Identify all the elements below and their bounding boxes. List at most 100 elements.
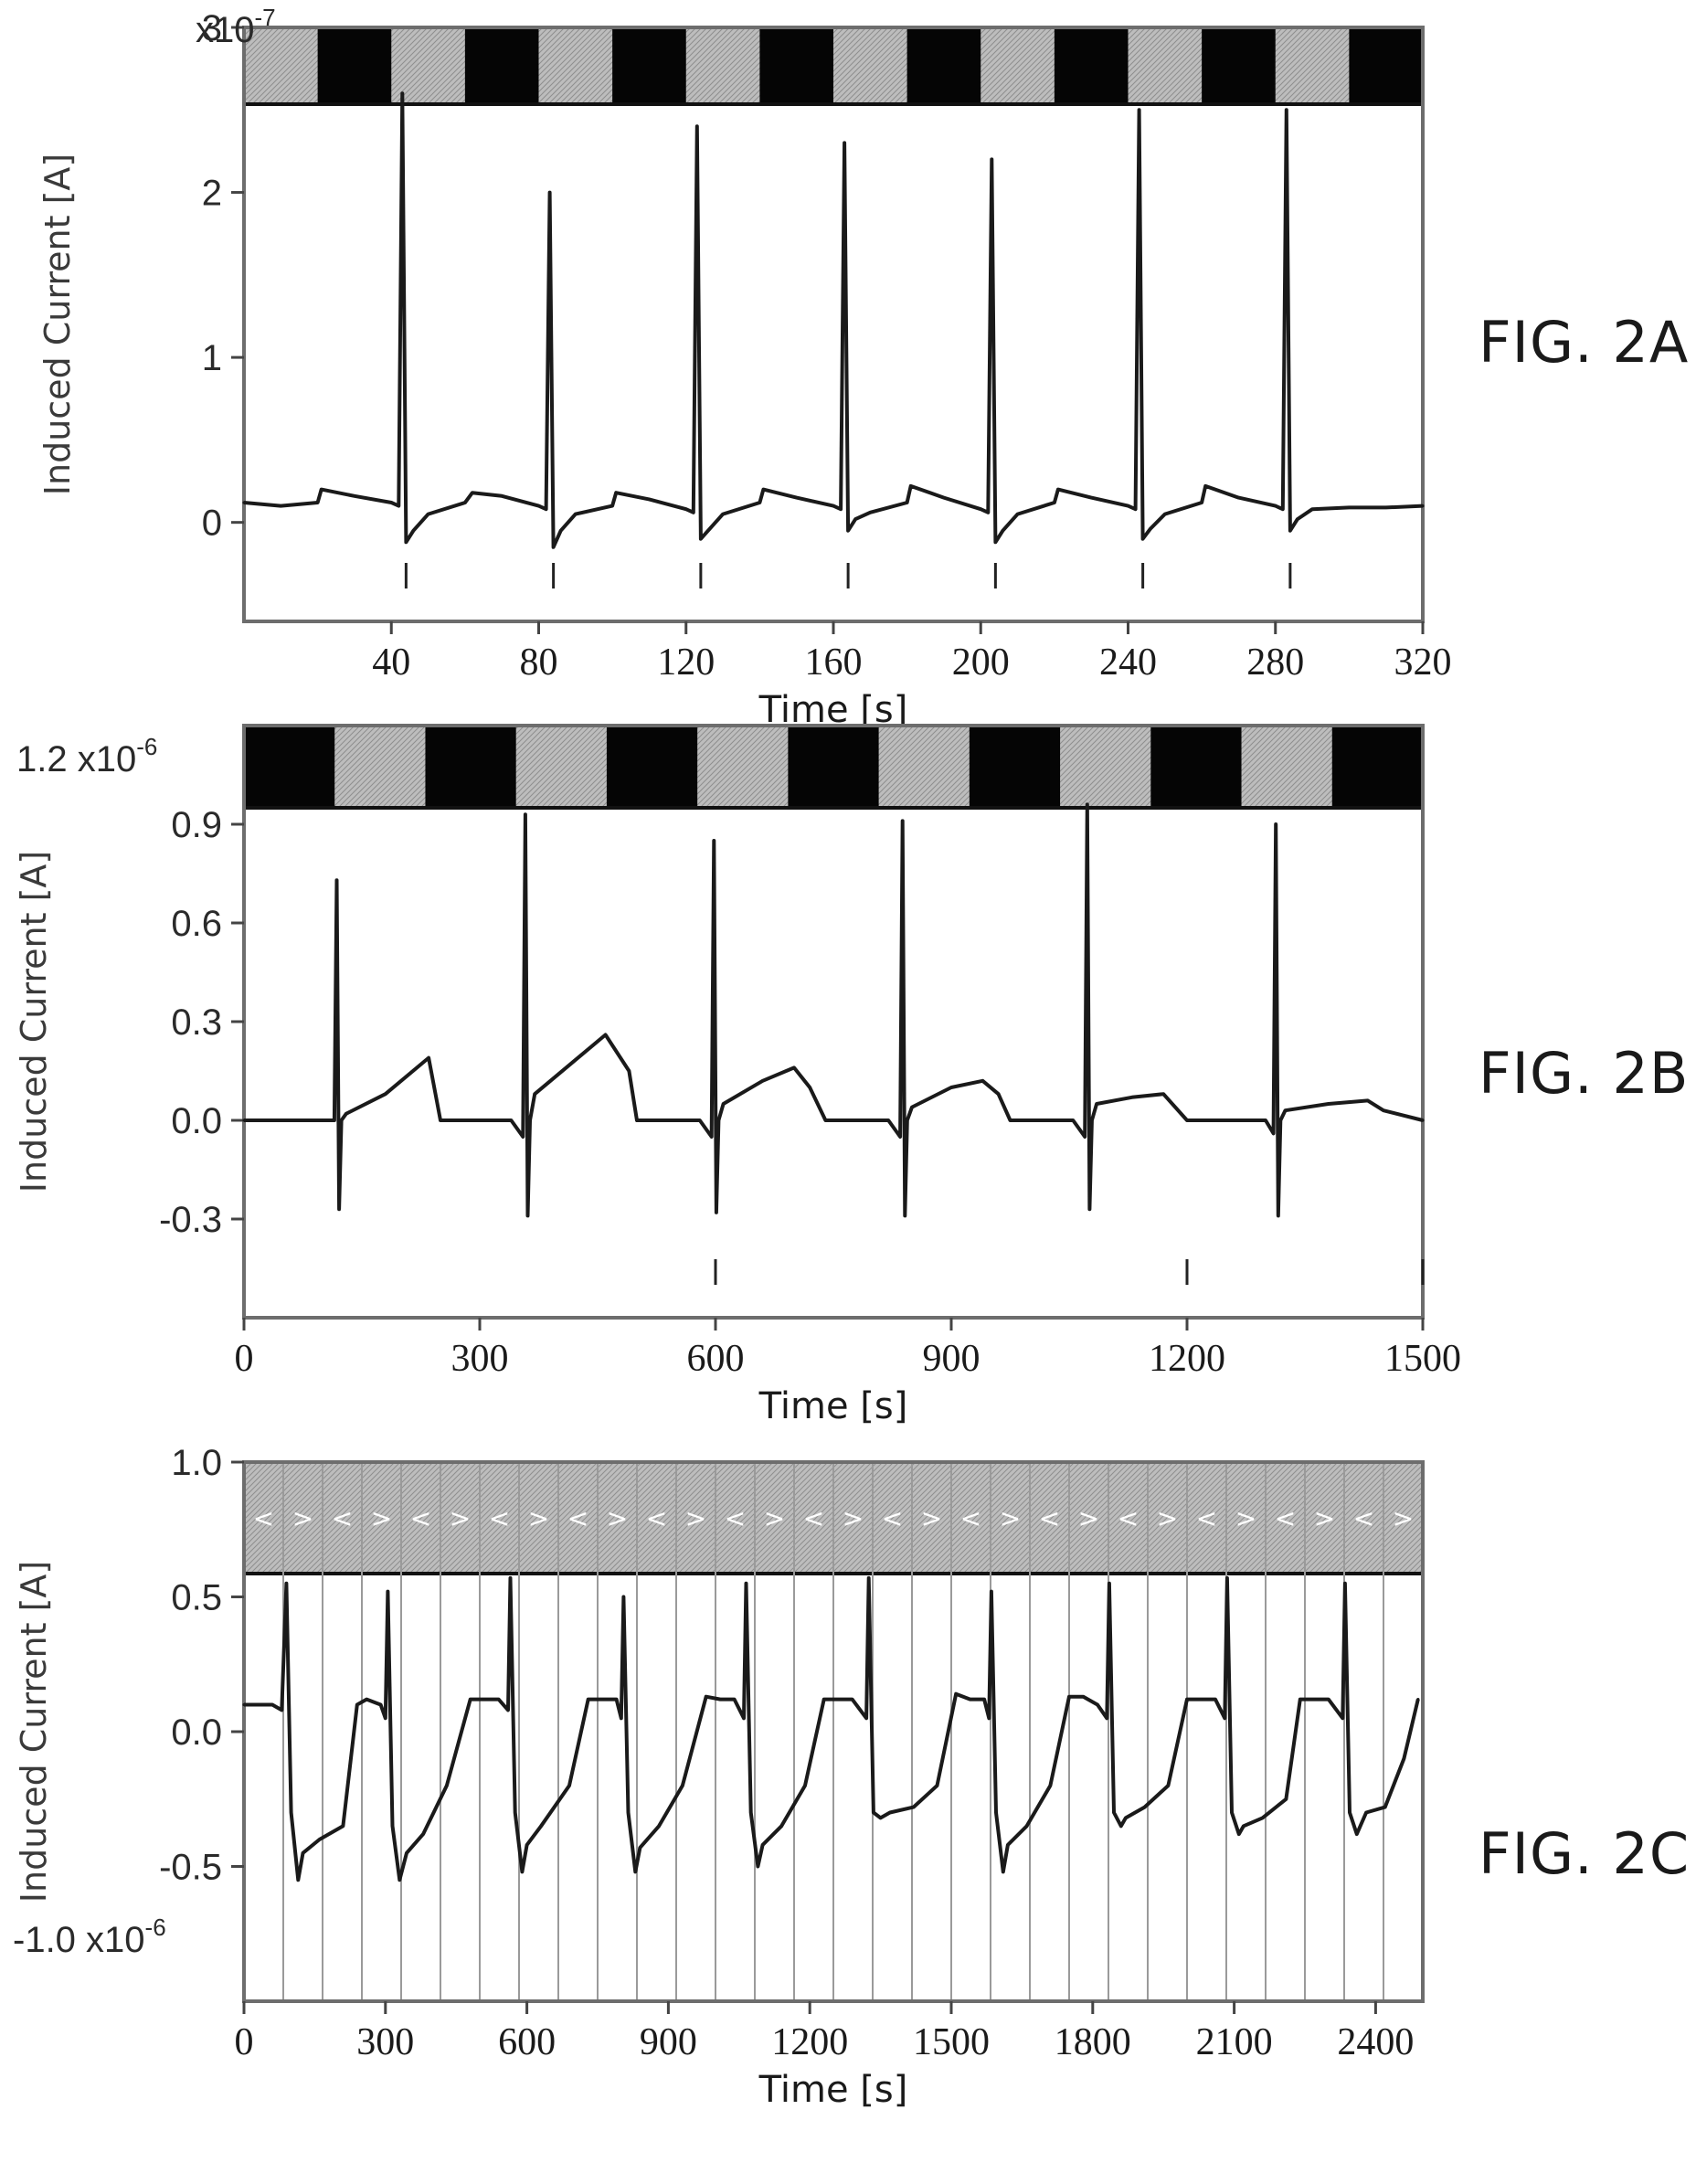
- data-point: [716, 1119, 721, 1122]
- data-point: [528, 1119, 532, 1122]
- data-point: [524, 812, 527, 816]
- series-line-0: [244, 802, 1424, 1218]
- data-point: [445, 1784, 449, 1787]
- stimulus-marker: <: [882, 1503, 903, 1533]
- data-point: [832, 504, 835, 508]
- data-point: [1230, 1810, 1234, 1815]
- x-tick-label: 1500: [913, 2021, 990, 2063]
- series-line-0: [244, 1575, 1420, 1882]
- data-point: [846, 529, 850, 533]
- stimulus-segment-black: [425, 726, 517, 808]
- data-point: [1327, 1698, 1330, 1702]
- data-point: [337, 1207, 341, 1211]
- data-point: [742, 1716, 746, 1720]
- data-point: [1086, 802, 1089, 806]
- data-point: [439, 1119, 442, 1122]
- data-point: [1067, 1695, 1071, 1699]
- x-axis-title: Time [s]: [758, 2069, 908, 2111]
- data-point: [1237, 1832, 1241, 1836]
- data-point: [990, 157, 993, 162]
- stimulus-marker: <: [725, 1503, 746, 1533]
- data-point: [906, 1119, 909, 1122]
- data-point: [525, 1214, 530, 1217]
- data-point: [296, 1878, 300, 1882]
- stimulus-marker: <: [567, 1503, 588, 1533]
- data-point: [888, 1810, 892, 1815]
- data-point: [427, 1056, 430, 1060]
- data-point: [1096, 1702, 1099, 1707]
- data-point: [1421, 1119, 1425, 1122]
- data-point: [321, 1119, 324, 1122]
- x-tick-label: 900: [640, 2021, 697, 2063]
- data-point: [1274, 822, 1277, 826]
- data-point: [715, 1211, 718, 1214]
- data-point: [761, 487, 766, 492]
- data-point: [626, 1810, 631, 1815]
- x-tick-label: 900: [923, 1338, 980, 1380]
- stimulus-segment-gray: [391, 27, 466, 104]
- data-point: [853, 517, 857, 521]
- data-point: [761, 1079, 765, 1083]
- stimulus-marker: <: [1353, 1503, 1374, 1533]
- stimulus-marker: >: [607, 1503, 628, 1533]
- stimulus-marker: >: [1235, 1503, 1256, 1533]
- stimulus-marker: >: [450, 1503, 471, 1533]
- data-point: [1089, 495, 1093, 500]
- data-point: [982, 1698, 986, 1702]
- data-point: [1277, 1214, 1280, 1217]
- data-point: [1225, 1576, 1229, 1580]
- y-tick-label: 0.3: [171, 1002, 222, 1043]
- data-point: [242, 1119, 246, 1122]
- data-point: [1310, 507, 1314, 511]
- data-point: [987, 1716, 991, 1720]
- data-point: [851, 1698, 854, 1702]
- data-point: [710, 1135, 714, 1139]
- data-point: [604, 1033, 608, 1036]
- data-point: [718, 1698, 722, 1702]
- plot-frame: [242, 26, 1425, 623]
- data-point: [284, 1582, 289, 1585]
- data-point: [868, 511, 872, 514]
- data-point: [836, 1698, 840, 1702]
- data-point: [320, 487, 323, 492]
- data-point: [1081, 1695, 1086, 1699]
- data-point: [384, 1716, 387, 1720]
- data-point: [614, 491, 618, 494]
- data-point: [1281, 507, 1285, 511]
- data-point: [1105, 1716, 1108, 1720]
- data-point: [514, 1810, 517, 1815]
- data-point: [397, 504, 400, 508]
- data-point: [823, 1119, 828, 1122]
- data-point: [647, 497, 652, 501]
- data-point: [744, 1582, 748, 1585]
- y-axis-title: Induced Current [A]: [14, 1561, 54, 1903]
- data-point: [506, 1708, 510, 1712]
- data-point: [463, 501, 467, 504]
- x-tick-label: 300: [451, 1338, 509, 1380]
- data-point: [574, 513, 578, 516]
- data-point: [1137, 108, 1141, 111]
- x-tick-label: 0: [235, 2021, 254, 2063]
- data-point: [1142, 1806, 1147, 1809]
- data-point: [379, 1702, 383, 1707]
- stimulus-marker: <: [410, 1503, 431, 1533]
- stimulus-segment-gray: [515, 726, 608, 808]
- data-point: [1264, 1119, 1267, 1122]
- data-point: [405, 1851, 408, 1855]
- stimulus-marker: <: [1118, 1503, 1139, 1533]
- stimulus-marker: >: [371, 1503, 392, 1533]
- stimulus-marker: <: [646, 1503, 667, 1533]
- data-point: [290, 1810, 293, 1815]
- data-point: [1149, 527, 1152, 531]
- stimulus-segment-black: [1331, 726, 1424, 808]
- stimulus-segment-black: [1150, 726, 1243, 808]
- data-point: [316, 501, 320, 504]
- x-tick-label: 300: [356, 2021, 414, 2063]
- data-point: [1166, 1784, 1170, 1787]
- stimulus-marker: <: [1196, 1503, 1217, 1533]
- data-point: [384, 1092, 387, 1096]
- data-point: [1024, 1824, 1029, 1828]
- data-point: [986, 511, 990, 514]
- stimulus-marker: <: [1275, 1503, 1296, 1533]
